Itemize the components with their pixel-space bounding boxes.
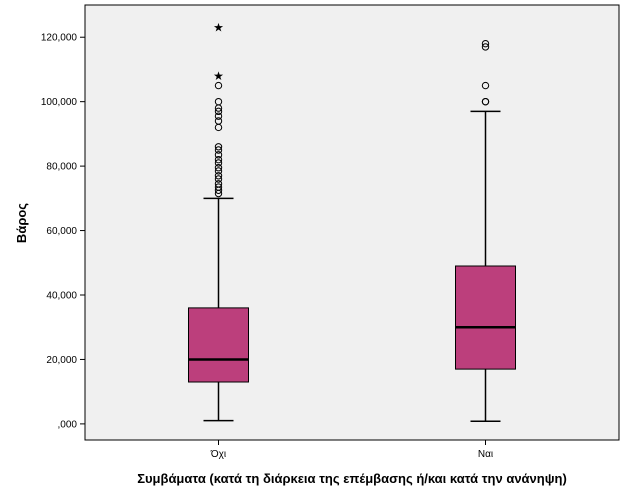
plot-area bbox=[84, 4, 620, 441]
iqr-box bbox=[188, 307, 249, 383]
y-tick-label: 60,000 bbox=[46, 226, 77, 237]
outlier-point bbox=[214, 172, 223, 180]
y-tick-label: 100,000 bbox=[41, 97, 78, 108]
outlier-point bbox=[214, 175, 223, 183]
extreme-point: ★ bbox=[213, 21, 224, 35]
outlier-point bbox=[214, 180, 223, 188]
outlier-point bbox=[481, 43, 490, 51]
outlier-point bbox=[214, 107, 223, 116]
outlier-point bbox=[214, 97, 223, 106]
outlier-point bbox=[214, 167, 223, 175]
box-group bbox=[455, 39, 516, 423]
outlier-point bbox=[481, 39, 490, 48]
outlier-point bbox=[214, 143, 223, 151]
y-axis: ,000 20,000 40,000 60,000 80,000 100,000 120,0… bbox=[41, 33, 85, 430]
outlier-point bbox=[214, 117, 223, 125]
outlier-point bbox=[214, 81, 223, 90]
y-tick-label: 20,000 bbox=[46, 355, 77, 366]
outlier-point bbox=[481, 81, 490, 90]
outlier-point bbox=[481, 97, 490, 106]
y-tick-label: 120,000 bbox=[41, 33, 78, 44]
y-axis-title: Βάρος bbox=[14, 203, 29, 243]
outlier-point bbox=[214, 112, 223, 120]
outlier-point bbox=[214, 183, 223, 191]
outlier-point bbox=[214, 159, 223, 167]
x-tick-label: Όχι bbox=[210, 449, 226, 460]
boxes: ★★ bbox=[188, 21, 516, 423]
y-tick-label: 40,000 bbox=[46, 291, 77, 302]
outlier-point bbox=[214, 155, 223, 164]
box-group: ★★ bbox=[188, 21, 249, 422]
outlier-point bbox=[214, 146, 223, 154]
y-tick-label: ,000 bbox=[58, 419, 78, 430]
x-axis: Όχι Ναι bbox=[210, 440, 493, 460]
outlier-point bbox=[214, 164, 223, 172]
x-tick-label: Ναι bbox=[478, 449, 493, 460]
extreme-point: ★ bbox=[213, 69, 224, 83]
y-tick-label: 80,000 bbox=[46, 162, 77, 173]
iqr-box bbox=[455, 265, 516, 370]
outlier-point bbox=[214, 151, 223, 159]
x-axis-title: Συμβάματα (κατά τη διάρκεια της επέμβαση… bbox=[137, 471, 567, 486]
